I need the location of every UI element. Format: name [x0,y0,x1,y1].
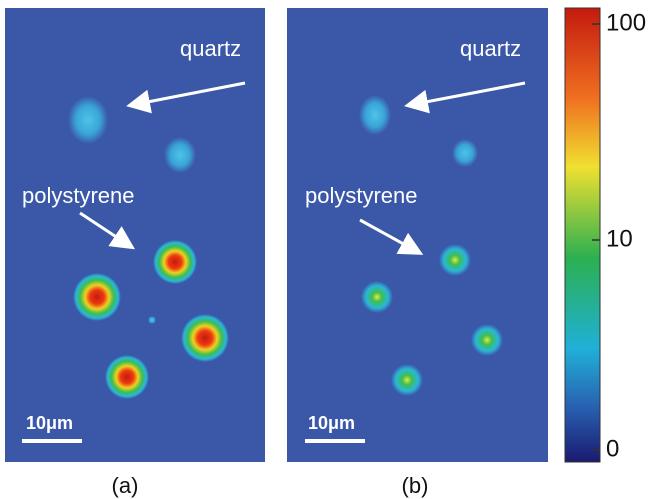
panel-label: (a) [112,473,139,498]
tick-label: 100 [606,9,646,36]
polystyrene-label: polystyrene [22,183,135,208]
polystyrene-label: polystyrene [305,183,418,208]
quartz-label: quartz [460,36,521,61]
scale-bar-label: 10μm [308,413,355,433]
scale-bar-label: 10μm [26,413,73,433]
quartz-label: quartz [180,36,241,61]
panel-a: quartz polystyrene 10μm (a) [5,8,265,498]
panel-label: (b) [402,473,429,498]
tick-label: 0 [606,435,619,462]
colorbar [565,8,600,462]
tick-label: 10 [606,225,633,252]
figure: quartz polystyrene 10μm (a) quartz polys… [0,0,650,499]
panel-b: quartz polystyrene 10μm (b) [287,8,548,498]
